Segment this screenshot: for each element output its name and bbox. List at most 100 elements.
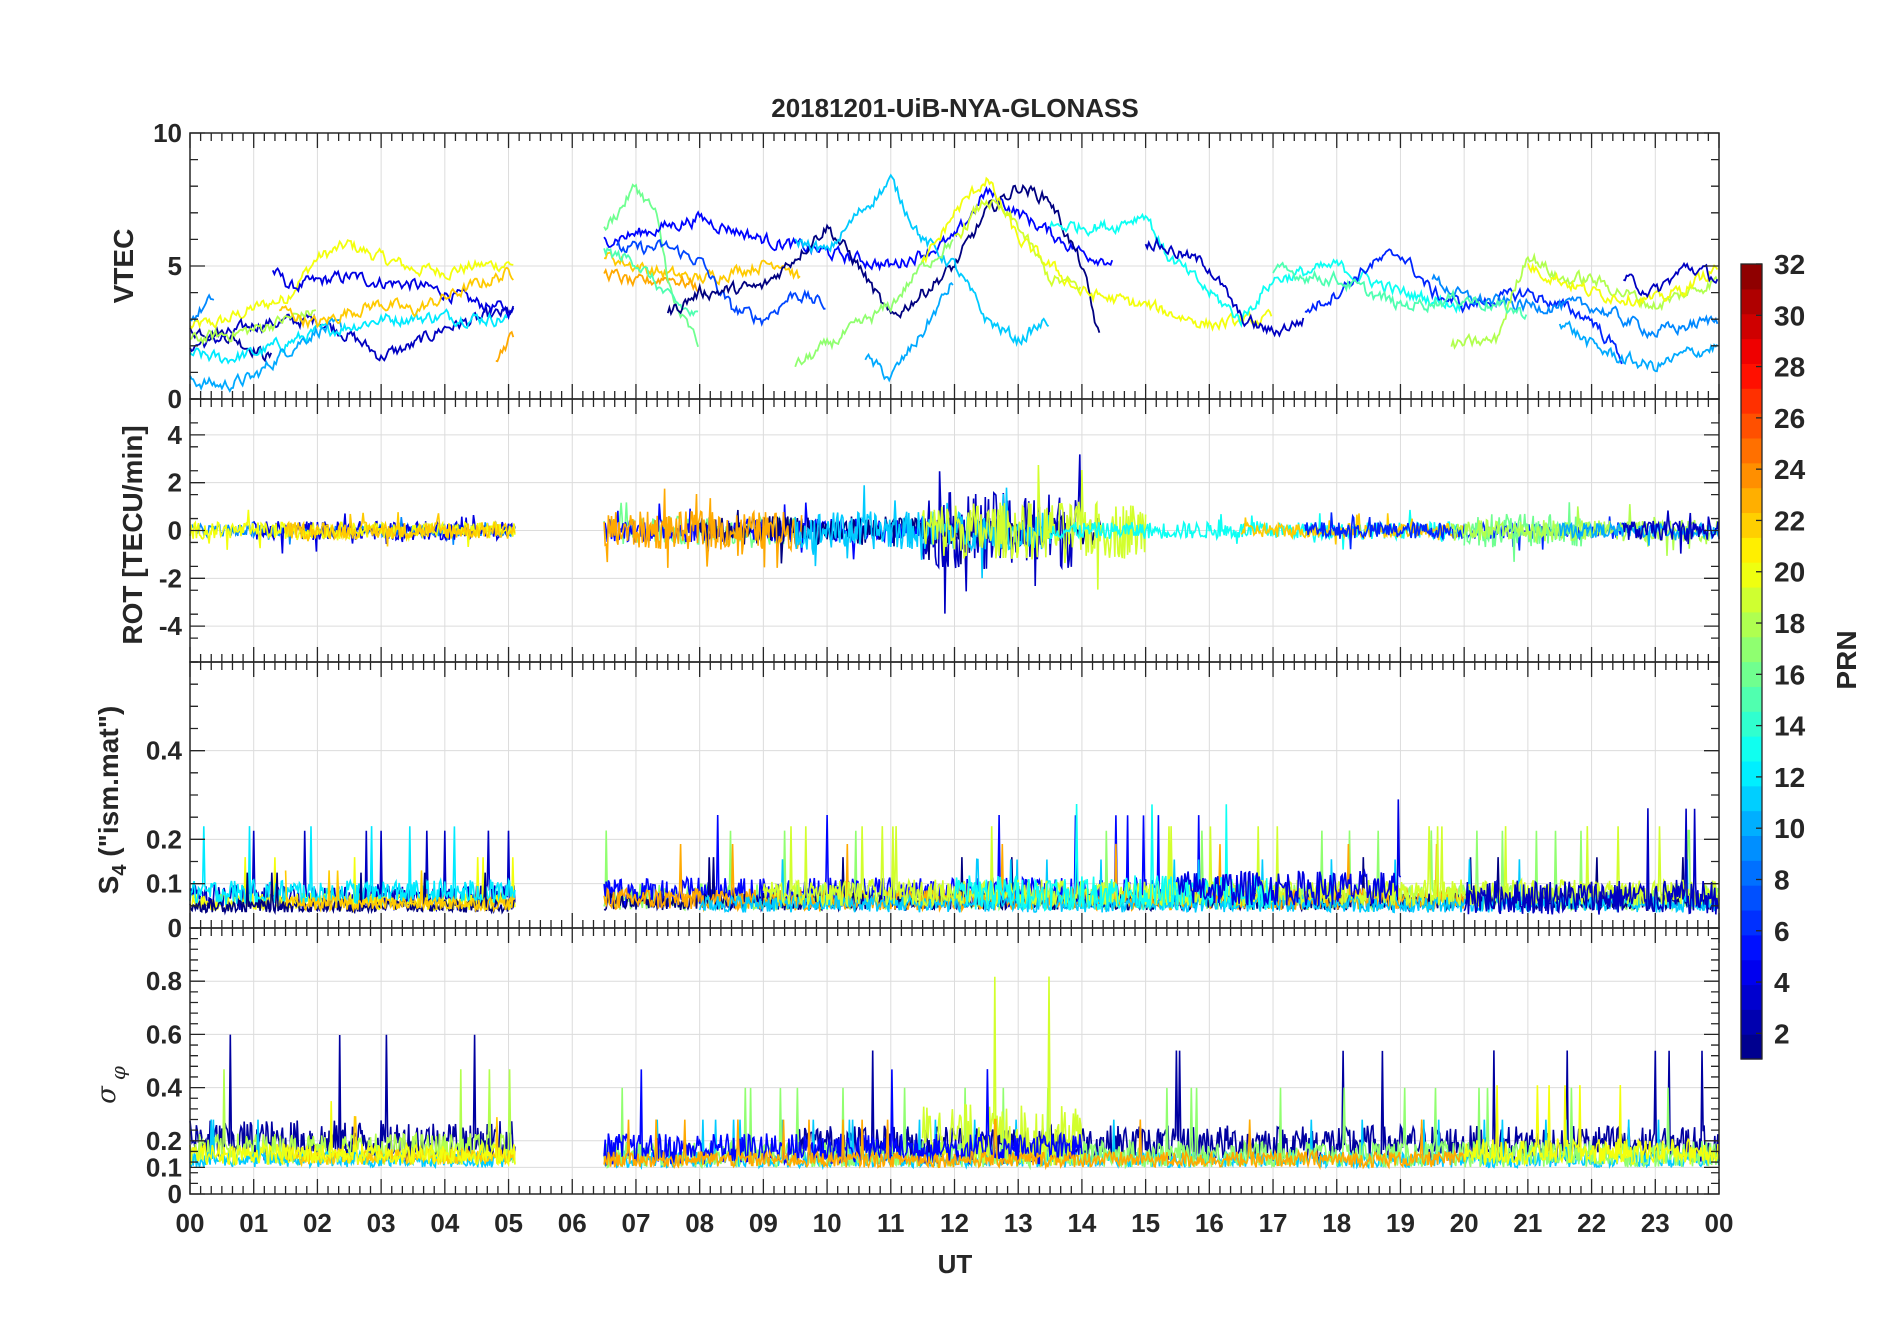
colorbar-tick-label: 10: [1774, 813, 1805, 844]
colorbar-swatch: [1741, 586, 1762, 613]
colorbar-tick-label: 18: [1774, 608, 1805, 639]
s4-ylabel: S4 ("ism.mat"): [93, 706, 131, 895]
rot-line-prn-22: [284, 512, 516, 547]
x-ticks: [189, 133, 1720, 399]
s4-line-prn-22: [284, 870, 516, 914]
colorbar-swatch: [1741, 313, 1762, 340]
vtec-line-prn-3: [1144, 236, 1305, 338]
vtec-line-prn-16: [603, 183, 699, 348]
colorbar-swatch: [1741, 1034, 1762, 1060]
x-tick-label: 19: [1386, 1208, 1415, 1238]
y-tick-label: 10: [153, 118, 182, 148]
y-tick-label: 0.4: [146, 736, 183, 766]
sigma-ylabel-sub: φ: [106, 1066, 130, 1080]
x-tick-label: 22: [1577, 1208, 1606, 1238]
vtec-line-prn-22: [603, 251, 801, 287]
vtec-line-prn-23: [603, 267, 699, 293]
sigma-phi-line-prn-19: [921, 976, 1083, 1168]
vtec-line-prn-18: [189, 309, 317, 346]
x-ticks: [189, 662, 1720, 928]
colorbar-tick-label: 12: [1774, 762, 1805, 793]
sigma-phi-line-prn-20: [1463, 1084, 1720, 1167]
s4-line-prn-12: [189, 826, 516, 909]
colorbar-tick-label: 30: [1774, 300, 1805, 331]
y-tick-label: 0.2: [146, 824, 182, 854]
colorbar-swatch: [1741, 835, 1762, 861]
y-tick-label: 0.4: [146, 1073, 183, 1103]
s4-line-prn-3: [1463, 808, 1720, 915]
colorbar-tick-label: 6: [1774, 916, 1790, 947]
colorbar-swatch: [1741, 885, 1762, 911]
vtec-line-prn-3: [189, 305, 515, 362]
vtec-line-prn-20: [1527, 262, 1719, 309]
rot-line-prn-23: [603, 488, 803, 568]
x-ticks: [189, 399, 1720, 662]
x-tick-label: 20: [1450, 1208, 1479, 1238]
vtec-line-prn-1: [666, 183, 1101, 333]
chart-title: 20181201-UiB-NYA-GLONASS: [771, 93, 1139, 123]
colorbar-swatch: [1741, 338, 1762, 364]
y-tick-label: 0.1: [146, 869, 182, 899]
colorbar-swatch: [1741, 413, 1762, 439]
colorbar-swatch: [1741, 264, 1762, 290]
sigma-phi-line-prn-20: [189, 1101, 516, 1168]
colorbar-swatch: [1741, 934, 1762, 961]
x-tick-label: 09: [749, 1208, 778, 1238]
vtec-line-prn-22: [279, 266, 514, 330]
vtec-line-prn-12: [189, 308, 508, 365]
colorbar-tick-label: 26: [1774, 403, 1805, 434]
colorbar-swatch: [1741, 363, 1762, 389]
rot-line-prn-22: [1240, 513, 1465, 545]
data-lines: [189, 976, 1720, 1171]
vtec-line-prn-19: [954, 198, 1082, 294]
rot-ylabel: ROT [TECU/min]: [117, 425, 148, 644]
rot-line-prn-18: [1450, 504, 1719, 556]
x-ticks: [189, 928, 1720, 1194]
vtec-line-prn-11: [794, 173, 1050, 348]
x-tick-label: 17: [1259, 1208, 1288, 1238]
panel-s4: 0 0.1 0.2 0.4: [146, 661, 1720, 943]
colorbar-swatch: [1741, 810, 1762, 837]
y-tick-label: 0.1: [146, 1152, 182, 1182]
vtec-line-prn-10: [1558, 320, 1719, 373]
colorbar-swatch: [1741, 437, 1762, 464]
colorbar-tick-label: 14: [1774, 711, 1806, 742]
colorbar-tick-label: 20: [1774, 557, 1805, 588]
colorbar-tick-label: 16: [1774, 659, 1805, 690]
colorbar-swatch: [1741, 512, 1762, 538]
colorbar-label: PRN: [1831, 630, 1862, 689]
x-tick-label: 10: [813, 1208, 842, 1238]
x-tick-label: 06: [558, 1208, 587, 1238]
colorbar-tick-label: 28: [1774, 352, 1805, 383]
vtec-line-prn-23: [495, 330, 515, 363]
colorbar-swatch: [1741, 1009, 1762, 1035]
colorbar-swatch: [1741, 661, 1762, 687]
sigma-phi-line-prn-18: [189, 1069, 516, 1167]
vtec-line-prn-10: [189, 317, 343, 393]
colorbar-swatch: [1741, 736, 1762, 762]
colorbar-swatch: [1741, 388, 1762, 414]
x-tick-label: 13: [1004, 1208, 1033, 1238]
x-tick-label: 15: [1131, 1208, 1160, 1238]
y-tick-label: -2: [159, 563, 182, 593]
y-tick-label: 0: [168, 384, 182, 414]
rot-line-prn-3: [921, 454, 1083, 614]
x-tick-label: 04: [430, 1208, 459, 1238]
colorbar-tick-label: 22: [1774, 505, 1805, 536]
colorbar-swatch: [1741, 760, 1762, 787]
s4-ylabel-rest: ("ism.mat"): [93, 706, 124, 865]
vtec-line-prn-18: [1450, 252, 1719, 350]
vtec-line-prn-2: [189, 326, 273, 363]
x-tick-label: 07: [621, 1208, 650, 1238]
vtec-line-prn-6: [1304, 248, 1623, 365]
x-tick-label: 00: [1705, 1208, 1734, 1238]
sigma-phi-line-prn-23: [603, 1118, 1465, 1171]
x-tick-label: 14: [1067, 1208, 1096, 1238]
s4-line-prn-13: [953, 803, 1274, 912]
vtec-line-prn-20: [921, 176, 1273, 332]
s4-line-prn-1: [189, 872, 516, 916]
sigma-ylabel-main: σ: [92, 1085, 122, 1104]
colorbar-swatch: [1741, 711, 1762, 737]
y-tick-label: 0.8: [146, 966, 182, 996]
